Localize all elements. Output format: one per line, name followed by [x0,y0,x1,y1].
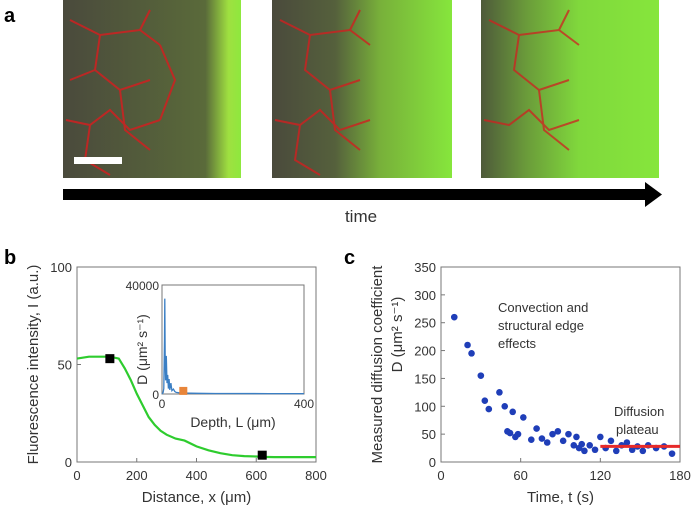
chart-c-point [514,430,522,438]
chart-c-annotation: plateau [616,422,659,437]
chart-c-annotation: Diffusion [614,404,664,419]
chart-c-point [570,441,578,449]
chart-c-ytick-label: 300 [414,288,436,303]
chart-b-xlabel: Distance, x (μm) [142,489,252,506]
panel-b-letter: b [4,247,16,269]
panel-c-letter: c [344,247,355,269]
inset-marker [179,386,188,395]
chart-c-ytick-label: 250 [414,316,436,331]
inset-xlabel: Depth, L (μm) [190,414,275,430]
chart-c-point [477,372,485,379]
chart-b-marker [257,450,267,460]
chart-c-point [612,447,620,455]
chart-c-point [450,313,458,321]
chart-c-point [549,430,556,438]
chart-c-point [527,436,535,444]
chart-c-annotation: structural edge [498,318,584,333]
time-label: time [345,207,377,226]
chart-c-point [520,414,527,421]
chart-c-xlabel: Time, t (s) [527,489,594,506]
chart-c-xtick-label: 60 [513,468,527,483]
chart-c-point [533,425,540,432]
chart-b-inset: 0 400 0 40000 Depth, L (μm) D (μm² s⁻¹) [126,279,315,430]
chart-c-xtick-label: 0 [437,468,444,483]
chart-c-point [581,447,588,455]
chart-c-annotation: effects [498,336,537,351]
chart-c-frame [440,266,681,463]
chart-c-ytick-label: 100 [414,399,436,414]
chart-b-marker [105,354,115,364]
chart-b-xtick-label: 400 [186,468,208,483]
chart-c-point [554,428,562,435]
chart-c-point [501,402,509,410]
chart-c-point [578,440,586,448]
chart-b-ytick-label: 0 [65,455,72,470]
chart-c-point [607,437,615,445]
chart-c-point [565,430,572,438]
chart-c-point [573,433,580,441]
inset-xtick-label: 400 [294,397,314,411]
chart-b-xtick-label: 800 [305,468,327,483]
chart-c-ylabel: Measured diffusion coefficient [369,265,386,464]
chart-c-xtick-label: 180 [669,468,691,483]
inset-ytick-label: 40000 [126,279,160,293]
chart-b-ylabel: Fluorescence intensity, I (a.u.) [25,265,42,465]
time-arrow [63,182,662,207]
chart-c-point [481,397,489,405]
chart-c-ytick-label: 50 [422,427,436,442]
micrograph-3 [481,0,659,178]
chart-c: 0 60 120 180 0 50 100 150 200 250 300 350 Time, t (s… [369,260,691,506]
inset-ytick-label: 0 [152,388,159,402]
chart-c-point [597,433,604,441]
chart-c-point [639,447,647,455]
inset-xtick-label: 0 [159,397,166,411]
inset-series-line [161,298,304,395]
chart-c-xtick-label: 120 [589,468,611,483]
chart-c-ytick-label: 350 [414,260,436,275]
panel-a-letter: a [4,5,16,27]
chart-c-ylabel-units: D (μm² s⁻¹) [389,297,406,373]
chart-b: 0 200 400 600 800 0 50 100 Distance, x (μm) Fluor… [25,260,327,506]
chart-c-point [485,405,493,413]
chart-c-point [668,450,676,457]
chart-b-xtick-label: 600 [245,468,267,483]
chart-c-point [559,437,567,445]
inset-ylabel: D (μm² s⁻¹) [134,314,150,385]
micrograph-2 [272,0,452,178]
chart-c-point [628,446,636,454]
chart-c-ytick-label: 150 [414,371,436,386]
chart-c-point [591,446,599,454]
chart-b-ytick-label: 100 [50,260,72,275]
chart-c-ytick-label: 0 [429,455,436,470]
chart-c-point [509,408,516,416]
chart-c-point [623,439,631,446]
inset-frame [161,284,305,395]
chart-b-ytick-label: 50 [58,358,72,373]
chart-c-point [496,389,503,396]
chart-c-point [464,341,471,349]
chart-b-xtick-label: 0 [73,468,80,483]
micrograph-1 [63,0,241,178]
chart-c-annotation: Convection and [498,300,588,315]
chart-c-point [506,429,514,437]
chart-c-point [538,435,546,442]
chart-c-point [586,441,594,449]
chart-c-ytick-label: 200 [414,344,436,359]
chart-c-point [543,439,551,446]
chart-b-xtick-label: 200 [126,468,148,483]
chart-c-point [468,350,475,357]
scale-bar [74,157,122,164]
